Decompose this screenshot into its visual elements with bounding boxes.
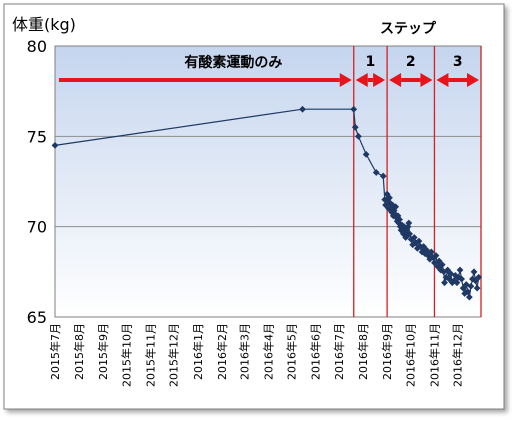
- step-arrow: [436, 73, 479, 87]
- data-point: [410, 234, 418, 241]
- x-tick-label: 2016年5月: [285, 323, 299, 380]
- data-point: [432, 252, 440, 259]
- data-point: [440, 268, 448, 276]
- arrow-head-left: [389, 73, 402, 87]
- x-tick-label: 2015年9月: [96, 323, 110, 380]
- series-layer: [51, 105, 483, 301]
- arrow-head-right: [467, 73, 479, 87]
- x-tick-label: 2016年2月: [215, 323, 229, 380]
- data-point: [396, 216, 403, 223]
- data-point: [467, 282, 475, 290]
- y-tick-label: 80: [27, 37, 47, 56]
- data-point: [299, 105, 306, 113]
- data-point: [458, 275, 466, 283]
- data-point: [379, 172, 387, 180]
- step-label: 2: [406, 54, 416, 70]
- data-point: [354, 132, 362, 140]
- data-point: [420, 243, 427, 250]
- data-point: [437, 266, 445, 274]
- y-axis-label: 体重(kg): [12, 15, 76, 34]
- data-point: [453, 279, 461, 287]
- arrow-head-right: [339, 73, 352, 87]
- data-point: [406, 230, 414, 238]
- x-tick-label: 2016年11月: [427, 323, 441, 387]
- data-point: [405, 219, 413, 227]
- data-point: [51, 141, 59, 149]
- data-point: [464, 288, 472, 296]
- data-point: [441, 279, 448, 287]
- data-point: [456, 266, 464, 274]
- y-tick-label: 70: [27, 218, 47, 237]
- x-tick-label: 2016年12月: [451, 323, 465, 387]
- x-tick-label: 2016年7月: [332, 323, 346, 380]
- data-point: [434, 263, 441, 270]
- y-tick-label: 65: [27, 308, 47, 327]
- x-tick-label: 2016年6月: [309, 323, 323, 380]
- x-tick-label: 2016年3月: [237, 323, 251, 380]
- data-point: [470, 268, 478, 276]
- data-point: [387, 205, 395, 212]
- data-point: [438, 261, 446, 269]
- data-point: [392, 203, 400, 211]
- step-label: 3: [453, 54, 463, 70]
- x-tick-label: 2016年1月: [191, 323, 205, 380]
- plot-area: [55, 46, 481, 317]
- data-point: [469, 275, 476, 283]
- arrow-head-right: [373, 73, 386, 87]
- data-point: [415, 237, 423, 245]
- step-arrow: [355, 73, 386, 87]
- y-tick-labels: 65 70 75 80: [27, 37, 47, 327]
- arrow-head-left: [436, 73, 449, 87]
- data-point: [362, 151, 370, 158]
- data-point: [382, 201, 389, 209]
- data-point: [386, 199, 394, 207]
- aerobic-arrow: [59, 73, 352, 87]
- data-point: [386, 194, 393, 202]
- data-point: [351, 123, 359, 131]
- x-tick-label: 2015年8月: [72, 323, 86, 380]
- data-point: [475, 273, 483, 281]
- data-point: [465, 293, 473, 301]
- data-point: [372, 169, 380, 176]
- y-tick-label: 75: [27, 127, 47, 146]
- data-point: [390, 207, 398, 214]
- step-label: 1: [366, 54, 376, 70]
- phase-arrows: 1 2 3: [59, 54, 479, 87]
- x-tick-label: 2015年11月: [143, 323, 157, 387]
- x-tick-label: 2016年9月: [380, 323, 394, 380]
- arrow-head-right: [420, 73, 433, 87]
- x-tick-label: 2015年10月: [119, 323, 133, 387]
- data-point: [445, 275, 453, 283]
- data-point: [350, 105, 358, 113]
- data-point: [427, 248, 435, 256]
- data-point: [413, 244, 421, 252]
- data-point: [407, 235, 415, 243]
- steps-heading: ステップ: [380, 21, 437, 37]
- step-arrow: [389, 73, 433, 87]
- x-tick-label: 2015年7月: [48, 323, 62, 380]
- phase-lines: [353, 46, 482, 317]
- x-tick-label: 2015年12月: [167, 323, 181, 387]
- x-tick-label: 2016年10月: [403, 323, 417, 387]
- x-tick-label: 2016年8月: [356, 323, 370, 380]
- aerobic-only-label: 有酸素運動のみ: [184, 54, 282, 71]
- x-tick-labels: 2015年7月 2015年8月 2015年9月 2015年10月 2015年11月 201…: [48, 323, 465, 387]
- arrow-head-left: [355, 73, 368, 87]
- data-point: [473, 284, 481, 292]
- x-tick-label: 2016年4月: [261, 323, 275, 380]
